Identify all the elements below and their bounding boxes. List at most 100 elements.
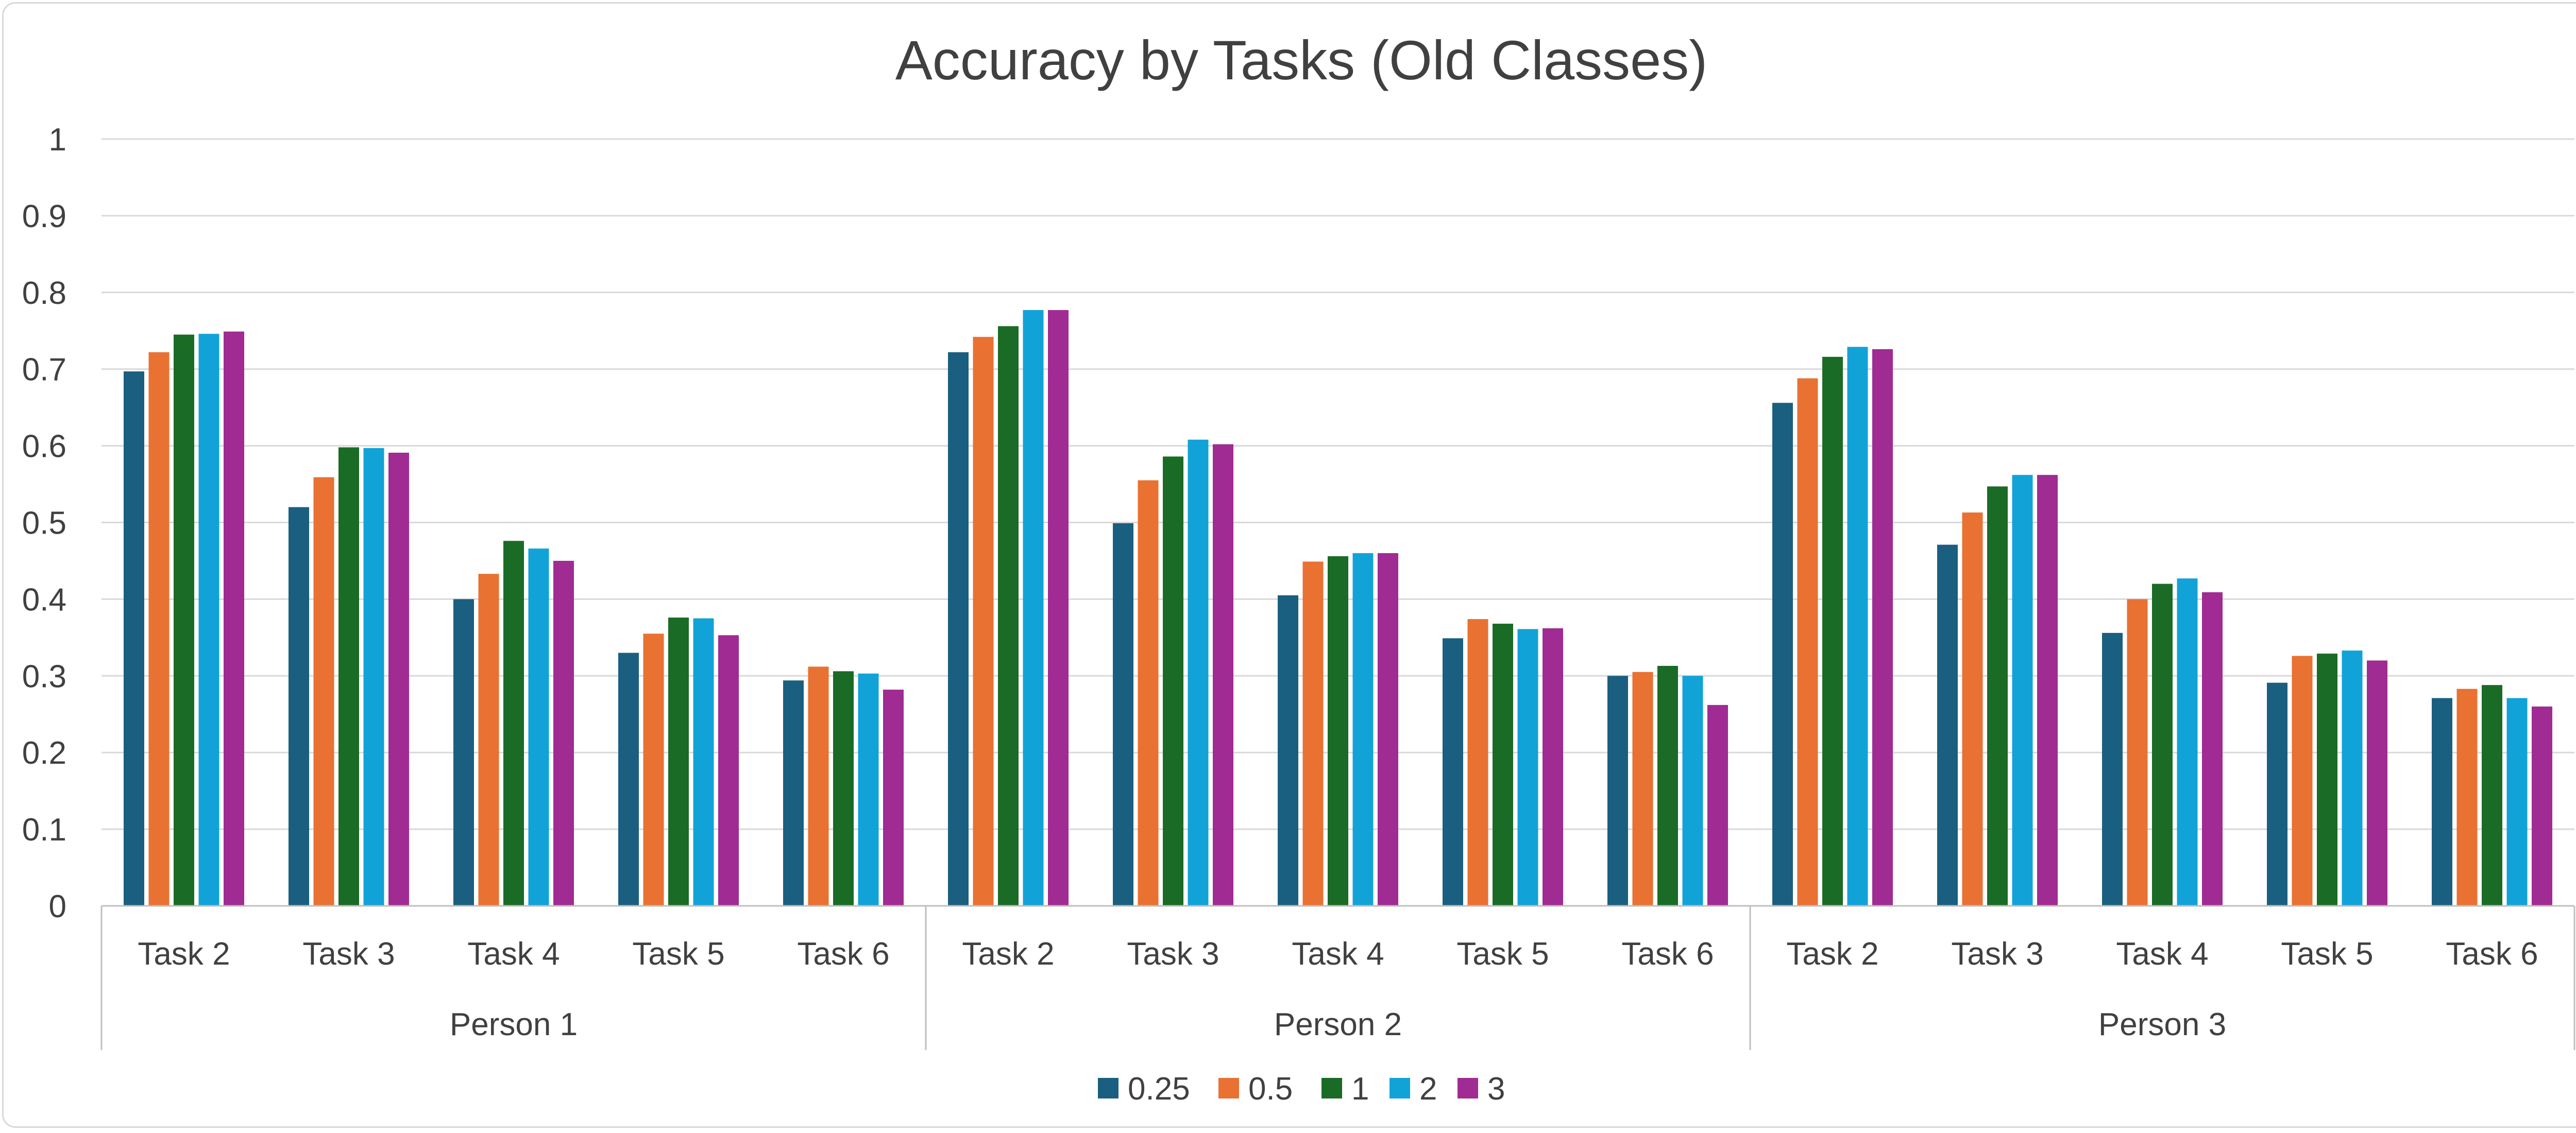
x-category-label: Task 6 bbox=[797, 936, 889, 972]
bar-series-1-task-4 bbox=[503, 541, 524, 906]
y-tick-label: 0 bbox=[49, 889, 66, 924]
bar-series-1-task-6 bbox=[833, 671, 854, 906]
x-group-label: Person 1 bbox=[450, 1007, 578, 1042]
bar-series-0.5-task-5 bbox=[2292, 656, 2313, 906]
legend-label: 1 bbox=[1351, 1071, 1369, 1107]
x-category-label: Task 4 bbox=[2116, 936, 2208, 972]
bar-series-0.5-task-5 bbox=[643, 633, 664, 906]
x-category-label: Task 4 bbox=[467, 936, 560, 972]
legend-item-1: 1 bbox=[1321, 1071, 1369, 1107]
bar-series-1-task-3 bbox=[1987, 486, 2008, 906]
legend-item-3: 3 bbox=[1458, 1071, 1505, 1107]
bar-series-3-task-5 bbox=[718, 635, 739, 906]
bar-series-3-task-3 bbox=[2037, 475, 2058, 906]
bar-series-3-task-4 bbox=[553, 560, 574, 906]
bar-series-2-task-5 bbox=[693, 618, 714, 906]
y-tick-label: 0.7 bbox=[22, 352, 66, 388]
legend-item-0.25: 0.25 bbox=[1098, 1071, 1190, 1107]
y-tick-label: 1 bbox=[49, 122, 66, 158]
x-category-label: Task 2 bbox=[138, 936, 230, 972]
bar-series-0.25-task-3 bbox=[1113, 523, 1133, 906]
legend-label: 3 bbox=[1487, 1071, 1505, 1107]
bar-series-3-task-3 bbox=[388, 453, 409, 906]
bar-series-0.5-task-2 bbox=[973, 337, 994, 906]
legend-swatch bbox=[1458, 1078, 1478, 1098]
legend-swatch bbox=[1098, 1078, 1118, 1098]
bar-series-2-task-5 bbox=[2342, 650, 2363, 906]
bar-series-0.5-task-6 bbox=[1632, 672, 1653, 906]
legend-label: 2 bbox=[1419, 1071, 1437, 1107]
bar-series-3-task-4 bbox=[1378, 553, 1398, 906]
bar-series-0.25-task-5 bbox=[2267, 682, 2287, 906]
x-group-label: Person 2 bbox=[1274, 1007, 1402, 1042]
x-category-label: Task 5 bbox=[1456, 936, 1549, 972]
bar-series-0.25-task-4 bbox=[1278, 595, 1298, 906]
bar-series-2-task-2 bbox=[198, 334, 219, 906]
bars bbox=[124, 310, 2552, 906]
legend-item-0.5: 0.5 bbox=[1218, 1071, 1293, 1107]
bar-series-0.25-task-3 bbox=[289, 507, 309, 906]
bar-series-3-task-2 bbox=[1872, 349, 1893, 906]
bar-series-0.25-task-2 bbox=[1772, 403, 1793, 906]
y-tick-label: 0.2 bbox=[22, 735, 66, 771]
bar-series-0.5-task-4 bbox=[2127, 599, 2148, 906]
bar-series-1-task-4 bbox=[2152, 583, 2173, 906]
bar-series-0.5-task-5 bbox=[1467, 619, 1488, 906]
x-category-label: Task 3 bbox=[1127, 936, 1219, 972]
bar-series-1-task-5 bbox=[1493, 624, 1513, 906]
legend: 0.25 0.5 1 2 3 bbox=[1098, 1071, 1505, 1107]
bar-series-0.5-task-3 bbox=[313, 477, 334, 906]
bar-series-2-task-3 bbox=[1188, 439, 1209, 906]
chart-title: Accuracy by Tasks (Old Classes) bbox=[895, 29, 1707, 91]
legend-item-2: 2 bbox=[1389, 1071, 1437, 1107]
x-axis-category-labels: Task 2 Task 3 Task 4 Task 5 Task 6 Task 2 Task… bbox=[138, 936, 2538, 972]
bar-series-2-task-3 bbox=[2012, 475, 2033, 906]
x-category-label: Task 6 bbox=[1621, 936, 1714, 972]
x-category-label: Task 5 bbox=[2281, 936, 2373, 972]
x-category-label: Task 5 bbox=[632, 936, 724, 972]
bar-series-0.5-task-6 bbox=[808, 666, 829, 906]
x-group-label: Person 3 bbox=[2098, 1007, 2226, 1042]
bar-series-2-task-4 bbox=[1352, 553, 1374, 906]
bar-series-0.25-task-6 bbox=[783, 680, 804, 906]
bar-series-0.5-task-2 bbox=[148, 352, 170, 906]
y-tick-label: 0.1 bbox=[22, 812, 66, 848]
bar-series-1-task-6 bbox=[1657, 665, 1678, 906]
y-tick-label: 0.5 bbox=[22, 506, 66, 541]
x-category-label: Task 3 bbox=[302, 936, 395, 972]
bar-series-2-task-4 bbox=[528, 548, 549, 906]
y-tick-label: 0.4 bbox=[22, 582, 66, 617]
bar-series-0.25-task-5 bbox=[618, 653, 639, 906]
bar-series-3-task-2 bbox=[224, 331, 244, 906]
bar-series-0.25-task-6 bbox=[2432, 698, 2452, 906]
bar-series-3-task-5 bbox=[1543, 628, 1563, 906]
bar-series-2-task-3 bbox=[363, 448, 384, 906]
legend-swatch bbox=[1321, 1078, 1342, 1098]
bar-series-0.25-task-3 bbox=[1937, 544, 1958, 906]
bar-series-3-task-6 bbox=[1707, 705, 1728, 906]
bar-series-1-task-4 bbox=[1328, 556, 1348, 906]
bar-series-2-task-2 bbox=[1847, 347, 1868, 906]
y-tick-label: 0.3 bbox=[22, 659, 66, 694]
chart-canvas: 00.10.20.30.40.50.60.70.80.91 Task 2 Task… bbox=[22, 29, 2575, 1107]
bar-series-3-task-6 bbox=[883, 690, 904, 906]
bar-series-0.25-task-4 bbox=[2102, 632, 2123, 906]
bar-series-3-task-5 bbox=[2367, 660, 2387, 906]
bar-series-3-task-3 bbox=[1213, 444, 1233, 906]
bar-series-2-task-5 bbox=[1517, 629, 1538, 906]
y-tick-label: 0.6 bbox=[22, 429, 66, 465]
bar-series-0.25-task-2 bbox=[124, 371, 144, 906]
bar-series-1-task-5 bbox=[2317, 654, 2337, 906]
legend-label: 0.25 bbox=[1128, 1071, 1190, 1107]
legend-label: 0.5 bbox=[1248, 1071, 1293, 1107]
bar-series-0.5-task-3 bbox=[1138, 480, 1159, 906]
bar-series-1-task-2 bbox=[1822, 356, 1843, 906]
x-axis bbox=[100, 905, 2575, 1050]
bar-series-0.25-task-5 bbox=[1443, 638, 1463, 906]
y-tick-label: 0.9 bbox=[22, 199, 66, 234]
x-axis-group-labels: Person 1 Person 2 Person 3 bbox=[450, 1007, 2226, 1042]
bar-series-0.5-task-2 bbox=[1797, 378, 1818, 906]
bar-series-3-task-6 bbox=[2532, 706, 2552, 906]
bar-series-1-task-5 bbox=[668, 617, 689, 906]
x-category-label: Task 2 bbox=[1786, 936, 1878, 972]
